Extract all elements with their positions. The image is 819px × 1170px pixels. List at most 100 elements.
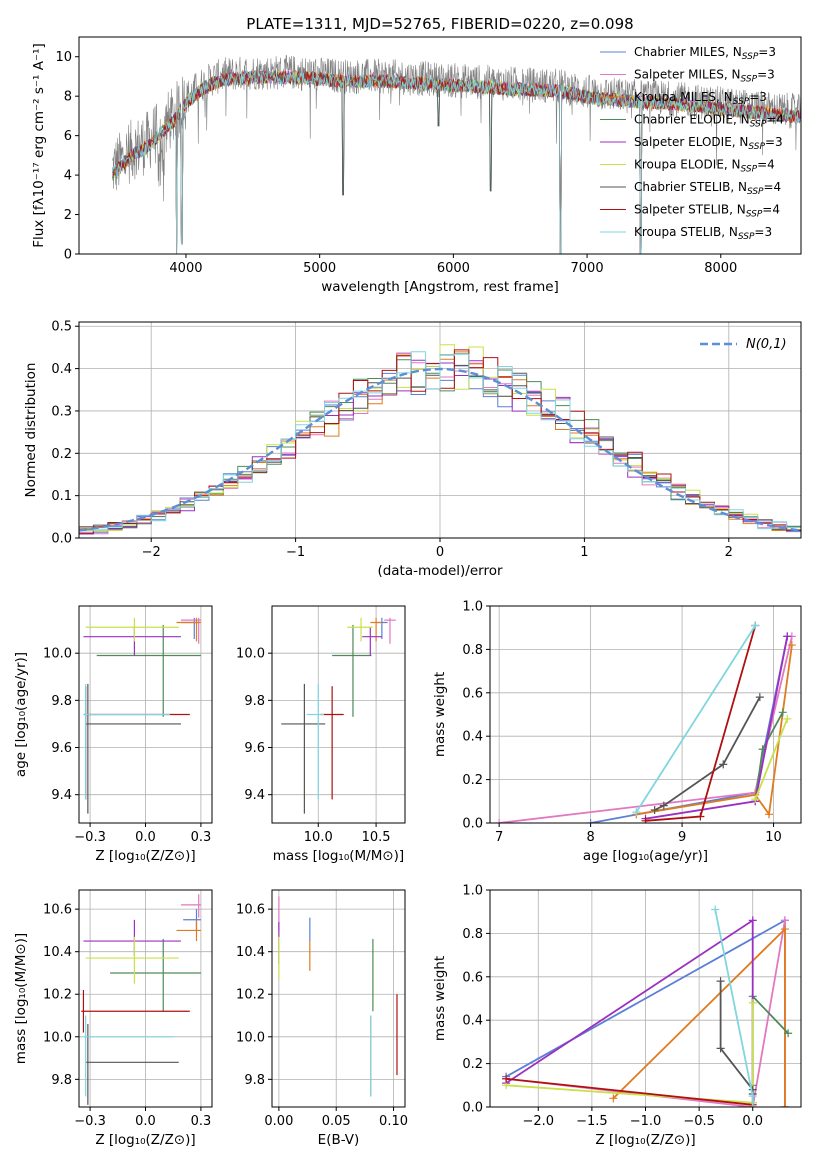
x-tick-label: −1.5 — [576, 1114, 608, 1129]
weight-point — [586, 819, 595, 823]
legend-entry: Salpeter STELIB, NSSP=4 — [634, 203, 780, 220]
legend-entry-prefix: Salpeter ELODIE, N — [634, 135, 748, 149]
weight-point — [780, 916, 789, 925]
legend-entry-suffix: =3 — [754, 225, 772, 239]
legend-entry-prefix: Chabrier STELIB, N — [634, 180, 747, 194]
legend-entry-suffix: =3 — [749, 90, 767, 104]
plot-area — [81, 894, 201, 1105]
x-tick-label: −1.0 — [630, 1114, 662, 1129]
errorbar-salpeter_stelib — [83, 686, 190, 800]
y-tick-label: 0.4 — [51, 362, 72, 377]
legend-entry-prefix: Chabrier MILES, N — [634, 45, 742, 59]
weight-point — [751, 621, 760, 630]
errorbar-kroupa_miles — [176, 617, 201, 642]
x-axis-label: Z [log₁₀(Z/Z⊙)] — [95, 848, 195, 864]
x-tick-label: 0.0 — [742, 1114, 763, 1129]
plot-area — [83, 617, 201, 814]
x-tick-label: −2.0 — [522, 1114, 554, 1129]
weight-point — [751, 795, 760, 804]
x-tick-label: 6000 — [437, 261, 470, 276]
y-tick-label: 4 — [64, 169, 72, 184]
weight-point — [783, 714, 792, 723]
x-tick-label: 0 — [436, 545, 444, 560]
weight-line — [498, 636, 793, 823]
legend-entry-prefix: Kroupa MILES, N — [634, 90, 733, 104]
weight-point — [696, 812, 705, 821]
weight-vs-age-panel: 7 8 9 10 0.0 0.2 0.4 0.6 0.8 1.0 age [log₁₀(age/yr… — [432, 600, 802, 864]
y-tick-label: 9.8 — [244, 1073, 265, 1088]
x-axis-label: age [log₁₀(age/yr)] — [583, 848, 708, 864]
normal-curve — [79, 367, 801, 532]
y-axis-label: mass weight — [432, 956, 448, 1041]
legend-entry-subscript: SSP — [741, 75, 758, 85]
histogram-kroupa_stelib — [79, 351, 801, 532]
weight-line — [636, 644, 793, 817]
plot-area — [281, 617, 396, 814]
y-tick-label: 1.0 — [462, 884, 483, 899]
weight-line — [506, 1077, 753, 1106]
weight-point — [711, 905, 720, 914]
legend-entry: Kroupa MILES, NSSP=3 — [634, 90, 767, 107]
y-tick-label: 0.2 — [462, 1057, 483, 1072]
weight-point — [748, 1092, 757, 1101]
weight-series-kroupa_stelib — [711, 905, 757, 1107]
y-axis-label: mass [log₁₀(M/M⊙)] — [13, 933, 29, 1064]
errorbar-chabrier_miles — [376, 617, 388, 640]
y-tick-label: 9.8 — [51, 1073, 72, 1088]
weight-line — [635, 625, 757, 813]
y-tick-label: 0.6 — [462, 970, 483, 985]
legend-entry-prefix: Chabrier ELODIE, N — [634, 113, 750, 127]
weight-series-salpeter_elodie — [502, 916, 757, 1107]
weight-point — [748, 1103, 757, 1107]
y-tick-label: 0 — [64, 248, 72, 263]
y-tick-label: 0.4 — [462, 730, 483, 745]
weight-vs-metallicity-panel: −2.0 −1.5 −1.0 −0.5 0.0 0.0 0.2 0.4 0.6 0.8 1.0 Z [… — [432, 884, 802, 1148]
errorbar-kroupa_miles — [370, 617, 382, 642]
y-tick-label: 0.5 — [51, 320, 72, 335]
y-tick-label: 0.2 — [462, 773, 483, 788]
x-axis-label: Z [log₁₀(Z/Z⊙)] — [595, 1132, 695, 1148]
legend-entry-subscript: SSP — [747, 187, 764, 197]
weight-series-kroupa_elodie — [502, 998, 757, 1107]
legend-entry-suffix: =4 — [757, 158, 775, 172]
age-vs-metallicity-panel: −0.3 0.0 0.3 9.4 9.6 9.8 10.0 Z [log₁₀(Z/Z⊙)] ag… — [13, 605, 213, 864]
legend-entry-suffix: =4 — [766, 113, 784, 127]
axes-frame — [271, 605, 406, 824]
errorbar-salpeter_miles — [180, 894, 201, 918]
x-tick-label: 0.05 — [322, 1114, 351, 1129]
x-tick-label: 0.10 — [379, 1114, 408, 1129]
weight-series-kroupa_miles — [632, 641, 796, 819]
weight-point — [764, 810, 773, 819]
y-tick-label: 10.2 — [43, 988, 72, 1003]
x-axis-label: mass [log₁₀(M/M⊙)] — [273, 848, 404, 864]
weight-point — [650, 805, 659, 814]
errorbar-chabrier_elodie — [96, 624, 201, 717]
y-tick-label: 8 — [64, 90, 72, 105]
y-tick-label: 0.2 — [51, 447, 72, 462]
x-tick-label: −0.3 — [74, 1114, 106, 1129]
x-tick-label: 9 — [678, 830, 686, 845]
legend-entry: Chabrier MILES, NSSP=3 — [634, 45, 776, 62]
errorbar-kroupa_elodie — [347, 617, 373, 642]
errorbar-chabrier_elodie — [332, 624, 372, 717]
y-tick-label: 0.6 — [462, 686, 483, 701]
weight-series-kroupa_stelib — [632, 621, 760, 817]
weight-series-kroupa_elodie — [751, 714, 792, 804]
weight-series-chabrier_stelib — [716, 977, 757, 1098]
weight-point — [784, 1029, 793, 1038]
legend-entry-suffix: =3 — [765, 135, 783, 149]
residuals-legend: N(0,1) — [700, 337, 787, 352]
weight-point — [659, 801, 668, 810]
errorbar-salpeter_stelib — [81, 989, 190, 1033]
y-tick-label: 9.4 — [244, 788, 265, 803]
observed-spectrum-line — [112, 54, 801, 202]
age-vs-mass-panel: 10.0 10.5 9.4 9.6 9.8 10.0 mass [log₁₀(M/M⊙)] — [236, 605, 406, 864]
weight-point — [495, 819, 504, 823]
legend-entry-suffix: =4 — [764, 180, 782, 194]
y-tick-label: 0.3 — [51, 404, 72, 419]
weight-point — [632, 808, 641, 817]
legend-entry-prefix: Salpeter STELIB, N — [634, 203, 746, 217]
weight-line — [654, 696, 761, 811]
weight-line — [754, 718, 789, 800]
